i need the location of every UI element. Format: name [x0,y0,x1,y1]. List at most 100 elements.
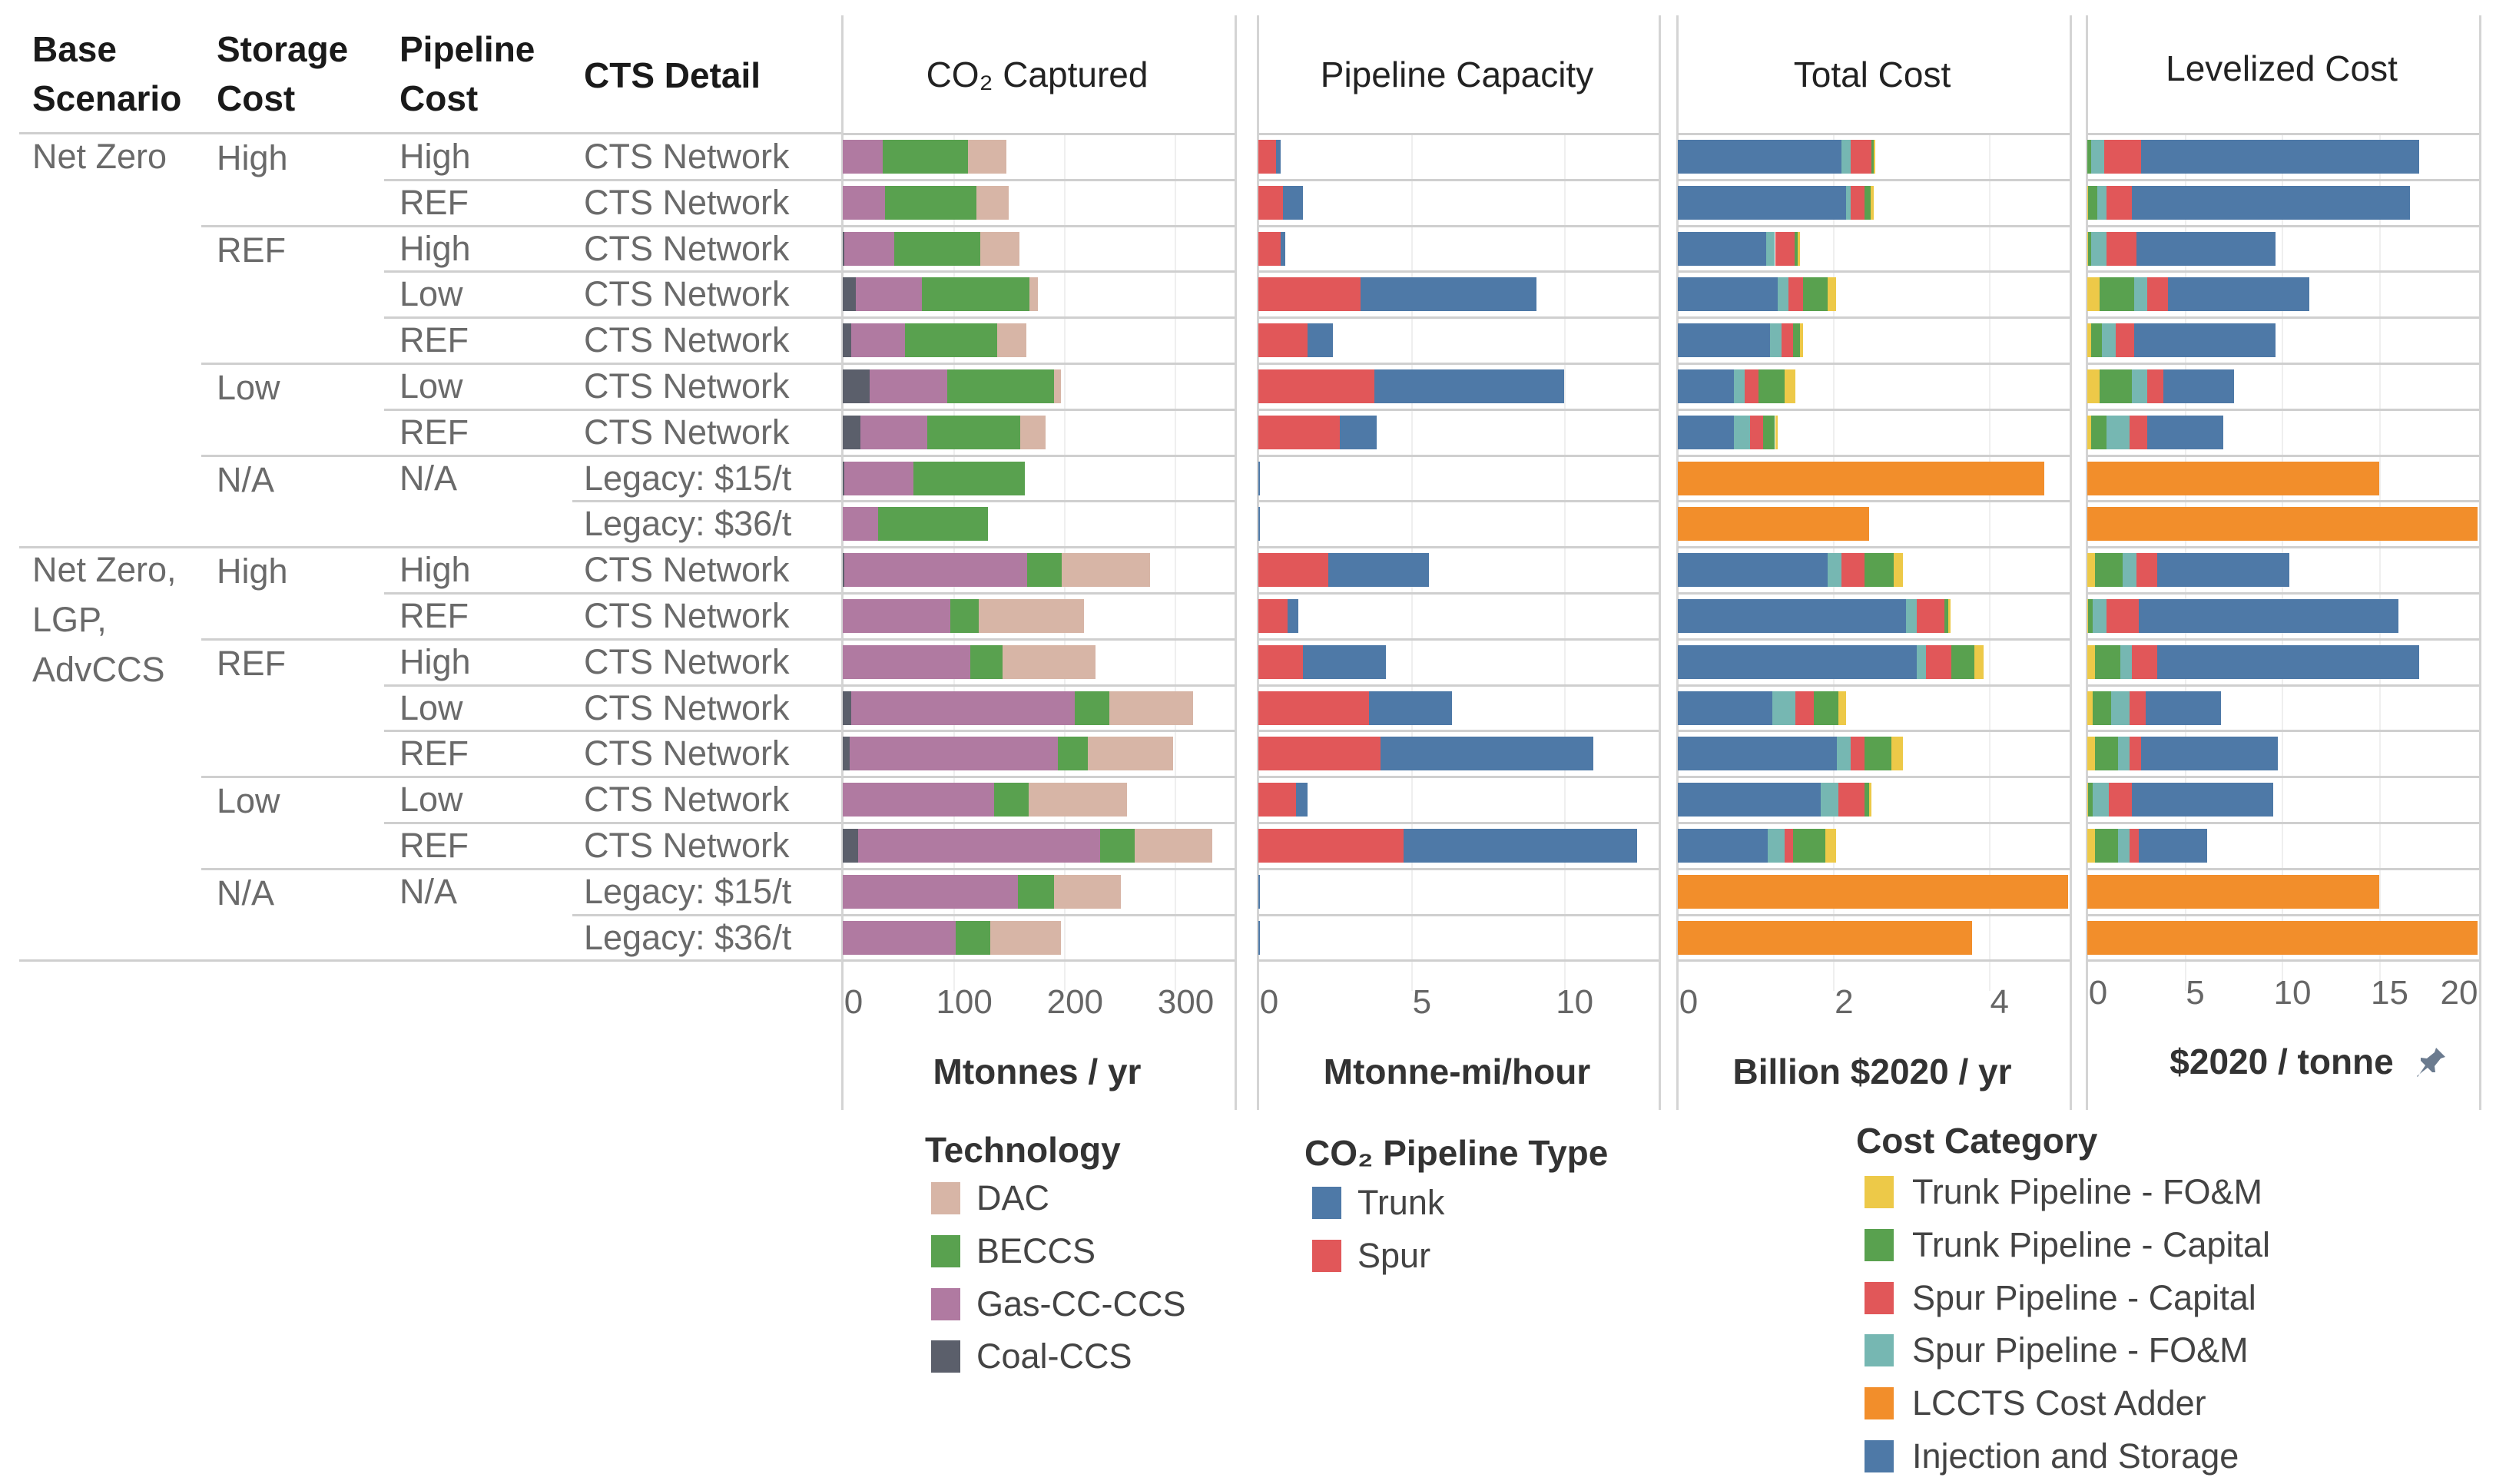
pipeline-capacity-bar-trunk [1258,920,1260,955]
co2-captured-bar-gas-cc-ccs [844,231,895,266]
legend-item-beccs[interactable]: BECCS [976,1231,1096,1270]
legend-item-trunk[interactable]: Trunk [1357,1183,1445,1222]
total-cost-bar-spur-pipeline-capital [1838,783,1865,817]
legend-swatch-trunk-pipeline-fo-m[interactable] [1865,1176,1894,1208]
co2-captured-gridline [1175,134,1177,992]
co2-captured-bar-dac [1087,737,1173,771]
pipeline-capacity-bar-spur [1258,277,1361,312]
levelized-cost-row-line [2087,270,2479,273]
legend-item-spur-pipeline-fo-m[interactable]: Spur Pipeline - FO&M [1912,1330,2249,1370]
levelized-cost-bar-spur-pipeline-capital [2107,598,2139,633]
total-cost-bar-injection-and-storage [1678,828,1768,863]
total-cost-bar-injection-and-storage [1678,415,1734,449]
legend-item-trunk-pipeline-capital[interactable]: Trunk Pipeline - Capital [1912,1225,2271,1264]
legend-item-trunk-pipeline-fo-m[interactable]: Trunk Pipeline - FO&M [1912,1172,2262,1211]
pin-icon[interactable] [2416,1046,2447,1080]
total-cost-bar-spur-pipeline-fo-m [1845,185,1851,220]
legend-swatch-spur[interactable] [1312,1240,1341,1272]
total-cost-row-line [1678,363,2070,365]
co2-captured-row-line [843,178,1235,181]
row-divider [201,867,843,870]
total-cost-bar-trunk-pipeline-fo-m [1838,691,1846,725]
pipeline-capacity-bar-trunk [1328,553,1429,588]
legend-swatch-spur-pipeline-fo-m[interactable] [1865,1334,1894,1366]
total-cost-bar-trunk-pipeline-fo-m [1828,277,1837,312]
pipeline-capacity-bar-spur [1258,553,1329,588]
co2-captured-bar-gas-cc-ccs [849,737,1058,771]
base-scenario-label: AdvCCS [32,650,165,690]
co2-captured-bar-beccs [956,920,990,955]
levelized-cost-bar-trunk-pipeline-capital [2088,231,2091,266]
total-cost-bar-trunk-pipeline-fo-m [1799,323,1803,358]
header-storage-cost: Storage Cost [217,25,348,123]
total-cost-bar-spur-pipeline-capital [1745,369,1759,403]
co2-captured-bar-dac [997,323,1026,358]
pipeline-cost-label: Low [399,274,463,314]
pipeline-capacity-title: Pipeline Capacity [1320,55,1594,94]
cts-detail-label: Legacy: $36/t [584,504,792,544]
pipeline-capacity-row-line [1258,546,1659,549]
pipeline-capacity-bar-spur [1258,139,1276,174]
pipeline-capacity-bar-spur [1258,691,1370,725]
total-cost-axis-title: Billion $2020 / yr [1732,1052,2012,1091]
total-cost-bar-trunk-pipeline-capital [1758,369,1785,403]
levelized-cost-bar-injection-and-storage [2138,828,2207,863]
legend-swatch-dac[interactable] [931,1182,960,1214]
legend-item-coal-ccs[interactable]: Coal-CCS [976,1337,1132,1376]
total-cost-bar-trunk-pipeline-capital [1864,553,1894,588]
legend-item-spur-pipeline-capital[interactable]: Spur Pipeline - Capital [1912,1278,2256,1317]
legend-item-spur[interactable]: Spur [1357,1236,1431,1275]
co2-captured-bar-gas-cc-ccs [843,644,970,679]
levelized-cost-bar-spur-pipeline-fo-m [2097,185,2107,220]
legend-swatch-spur-pipeline-capital[interactable] [1865,1282,1894,1314]
total-cost-bar-trunk-pipeline-capital [1951,644,1974,679]
total-cost-row-line [1678,684,2070,687]
pipeline-cost-label: Low [399,687,463,727]
co2-captured-bar-gas-cc-ccs [855,277,923,312]
levelized-cost-bar-injection-and-storage [2156,553,2289,588]
legend-item-lccts-cost-adder[interactable]: LCCTS Cost Adder [1912,1383,2206,1423]
levelized-cost-bar-lccts-cost-adder [2087,874,2379,909]
legend-swatch-gas-cc-ccs[interactable] [931,1288,960,1320]
levelized-cost-bar-spur-pipeline-capital [2109,783,2132,817]
legend-swatch-lccts-cost-adder[interactable] [1865,1387,1894,1419]
pipeline-capacity-bar-trunk [1287,598,1299,633]
levelized-cost-axis-title: $2020 / tonne [2169,1042,2394,1082]
levelized-cost-row-line [2087,363,2479,365]
co2-captured-bar-dac [1054,874,1121,909]
pipeline-capacity-row-line [1258,776,1659,779]
levelized-cost-tick-label: 10 [2273,974,2312,1012]
pipeline-capacity-row-line [1258,592,1659,595]
legend-swatch-injection-and-storage[interactable] [1865,1440,1894,1472]
legend-swatch-trunk-pipeline-capital[interactable] [1865,1229,1894,1261]
total-cost-bar-injection-and-storage [1678,644,1917,679]
total-cost-panel-left-border [1676,15,1679,1110]
co2-captured-bar-beccs [1100,828,1135,863]
levelized-cost-tick-label: 15 [2371,974,2408,1012]
row-divider [201,224,843,227]
levelized-cost-bar-injection-and-storage [2136,231,2276,266]
levelized-cost-tick-label: 20 [2440,974,2478,1012]
legend-item-dac[interactable]: DAC [976,1178,1050,1217]
total-cost-bar-injection-and-storage [1678,783,1821,817]
levelized-cost-bar-spur-pipeline-fo-m [2111,691,2130,725]
co2-captured-bar-dac [989,920,1061,955]
total-cost-bar-injection-and-storage [1678,277,1778,312]
levelized-cost-bar-spur-pipeline-fo-m [2090,231,2107,266]
legend-swatch-coal-ccs[interactable] [931,1340,960,1373]
legend-item-injection-and-storage[interactable]: Injection and Storage [1912,1436,2239,1476]
legend-swatch-trunk[interactable] [1312,1187,1341,1219]
levelized-cost-bar-spur-pipeline-fo-m [2107,415,2130,449]
legend-swatch-beccs[interactable] [931,1235,960,1267]
co2-captured-bar-beccs [884,185,977,220]
pipeline-capacity-bar-trunk [1258,507,1260,542]
co2-captured-bar-gas-cc-ccs [869,369,947,403]
levelized-cost-bar-trunk-pipeline-fo-m [2087,644,2096,679]
co2-captured-bar-beccs [926,415,1020,449]
co2-captured-row-line [843,500,1235,503]
cts-detail-label: Legacy: $15/t [584,871,792,911]
levelized-cost-bar-trunk-pipeline-capital [2090,415,2107,449]
legend-item-gas-cc-ccs[interactable]: Gas-CC-CCS [976,1284,1186,1323]
total-cost-bar-spur-pipeline-fo-m [1768,828,1785,863]
co2-captured-bar-dac [1061,553,1151,588]
